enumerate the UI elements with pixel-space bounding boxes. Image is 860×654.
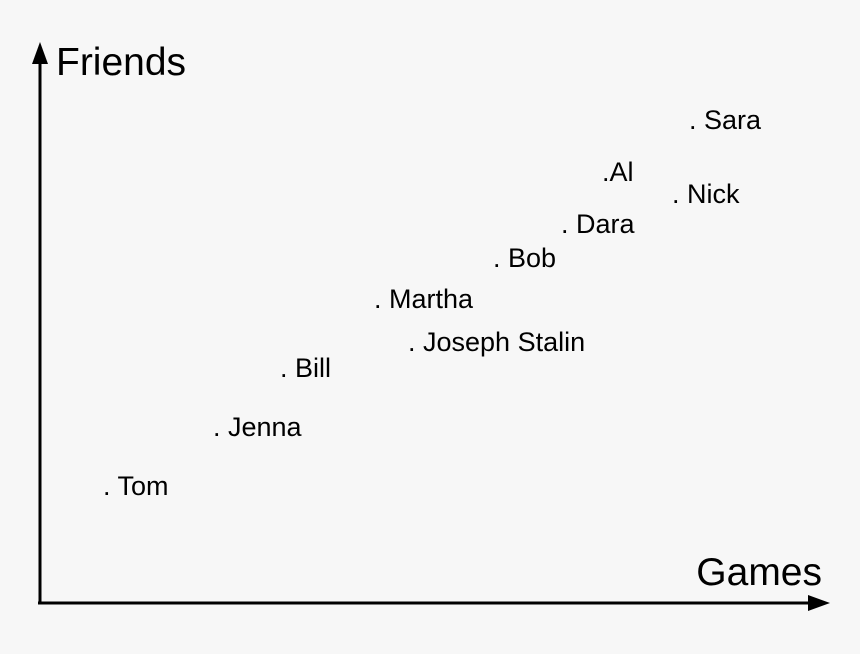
axes [32,42,830,611]
y-axis-arrow-icon [32,42,48,64]
point-bill: . Bill [280,353,331,383]
point-al: .Al [602,157,634,187]
point-joseph-stalin: . Joseph Stalin [408,327,585,357]
point-nick: . Nick [672,179,740,209]
data-points: . Tom . Jenna . Bill . Joseph Stalin . Marth… [103,105,762,501]
point-sara: . Sara [689,105,762,135]
point-jenna: . Jenna [213,412,303,442]
x-axis-title: Games [696,551,822,594]
y-axis-title: Friends [56,41,186,84]
point-dara: . Dara [561,209,636,239]
point-martha: . Martha [374,284,474,314]
point-bob: . Bob [493,243,556,273]
x-axis-arrow-icon [808,595,830,611]
point-tom: . Tom [103,471,169,501]
